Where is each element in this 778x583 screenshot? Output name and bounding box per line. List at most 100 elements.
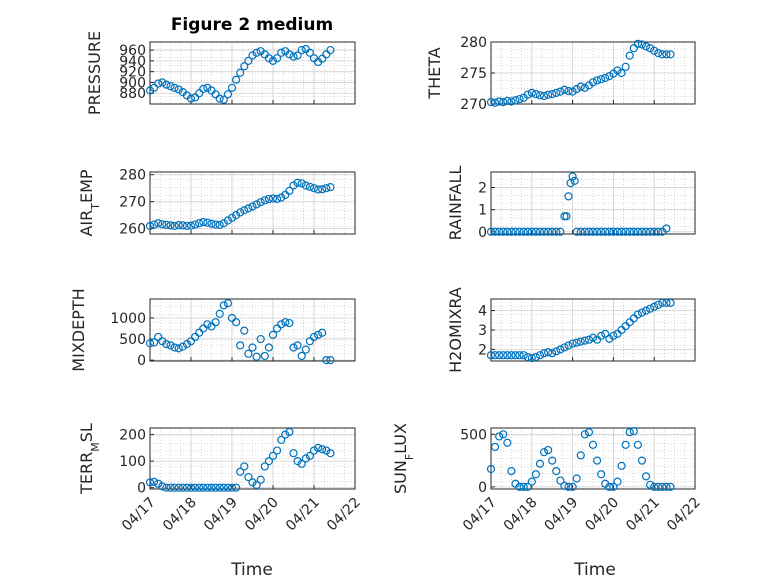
data-point: [592, 76, 602, 85]
data-point: [326, 449, 335, 458]
data-point: [490, 98, 500, 107]
data-point: [232, 211, 241, 220]
data-point: [641, 227, 651, 236]
data-point: [564, 341, 573, 350]
data-point: [560, 85, 569, 94]
data-point: [486, 464, 496, 474]
data-point: [289, 52, 298, 61]
data-point: [215, 483, 224, 492]
data-point: [244, 349, 253, 358]
data-point: [219, 95, 228, 104]
data-point: [560, 343, 569, 352]
data-point: [252, 352, 261, 361]
data-point: [293, 341, 302, 350]
data-point: [499, 227, 508, 236]
data-point: [277, 48, 286, 57]
data-point: [641, 472, 651, 481]
data-point: [531, 470, 540, 479]
data-point: [507, 351, 516, 360]
data-point: [305, 48, 314, 57]
data-point: [523, 482, 532, 491]
data-point: [507, 227, 516, 236]
data-point: [318, 328, 327, 337]
data-point: [629, 227, 638, 236]
data-point: [199, 324, 208, 333]
data-point: [576, 451, 585, 460]
data-point: [318, 54, 327, 63]
data-point: [633, 310, 642, 319]
data-point: [293, 51, 302, 60]
data-point: [641, 306, 651, 315]
data-point: [318, 445, 327, 454]
data-point: [597, 470, 606, 479]
data-point: [215, 220, 224, 229]
data-point: [227, 483, 237, 492]
ylabel-4: MIXDEPTH: [69, 288, 88, 371]
data-point: [503, 227, 512, 236]
ytick-label: 2: [478, 181, 487, 197]
ytick-label: 500: [460, 427, 487, 443]
data-point: [166, 341, 175, 350]
data-point: [531, 89, 540, 99]
data-point: [527, 353, 536, 363]
data-point: [252, 48, 261, 57]
ytick-label: 270: [460, 97, 487, 113]
data-point: [527, 227, 536, 236]
data-point: [289, 181, 298, 190]
data-point: [158, 78, 167, 87]
data-point: [273, 54, 282, 63]
ytick-label: 200: [119, 428, 146, 444]
data-point: [588, 440, 598, 449]
data-point: [326, 45, 335, 55]
ylabel-5: H2OMIXRA: [446, 287, 465, 373]
xlabel-left: Time: [230, 560, 273, 580]
data-point: [232, 318, 241, 327]
data-point: [264, 343, 273, 352]
data-point: [556, 227, 565, 236]
data-point: [601, 73, 610, 83]
data-point: [617, 227, 626, 236]
data-point: [150, 220, 159, 229]
data-point: [219, 483, 228, 492]
data-point: [552, 467, 561, 476]
data-point: [572, 85, 581, 94]
data-point: [305, 337, 314, 346]
data-point: [576, 337, 585, 346]
data-point: [633, 39, 642, 48]
data-point: [281, 430, 290, 439]
data-point: [248, 343, 257, 352]
data-point: [519, 482, 528, 491]
data-point: [588, 78, 598, 87]
data-point: [150, 477, 159, 486]
data-point: [592, 227, 602, 236]
data-point: [568, 87, 577, 96]
data-point: [281, 318, 290, 327]
data-point: [539, 448, 549, 457]
data-point: [511, 96, 520, 105]
data-point: [633, 440, 642, 449]
data-point: [170, 343, 179, 352]
data-point: [219, 301, 228, 310]
data-point: [495, 227, 504, 236]
data-point: [207, 483, 216, 492]
data-point: [145, 339, 155, 348]
data-point: [162, 220, 171, 229]
data-point: [195, 219, 204, 228]
data-point: [613, 66, 622, 75]
data-point: [166, 483, 175, 492]
data-point: [223, 483, 232, 492]
data-point: [248, 478, 257, 487]
data-point: [523, 353, 532, 362]
data-point: [605, 227, 614, 236]
data-point: [186, 483, 196, 492]
data-point: [613, 227, 622, 236]
data-point: [162, 483, 171, 492]
data-point: [568, 339, 577, 348]
data-point: [326, 356, 335, 365]
data-point: [191, 93, 200, 102]
data-point: [637, 40, 647, 49]
data-point: [592, 456, 602, 465]
data-point: [570, 176, 579, 185]
data-point: [207, 322, 216, 331]
